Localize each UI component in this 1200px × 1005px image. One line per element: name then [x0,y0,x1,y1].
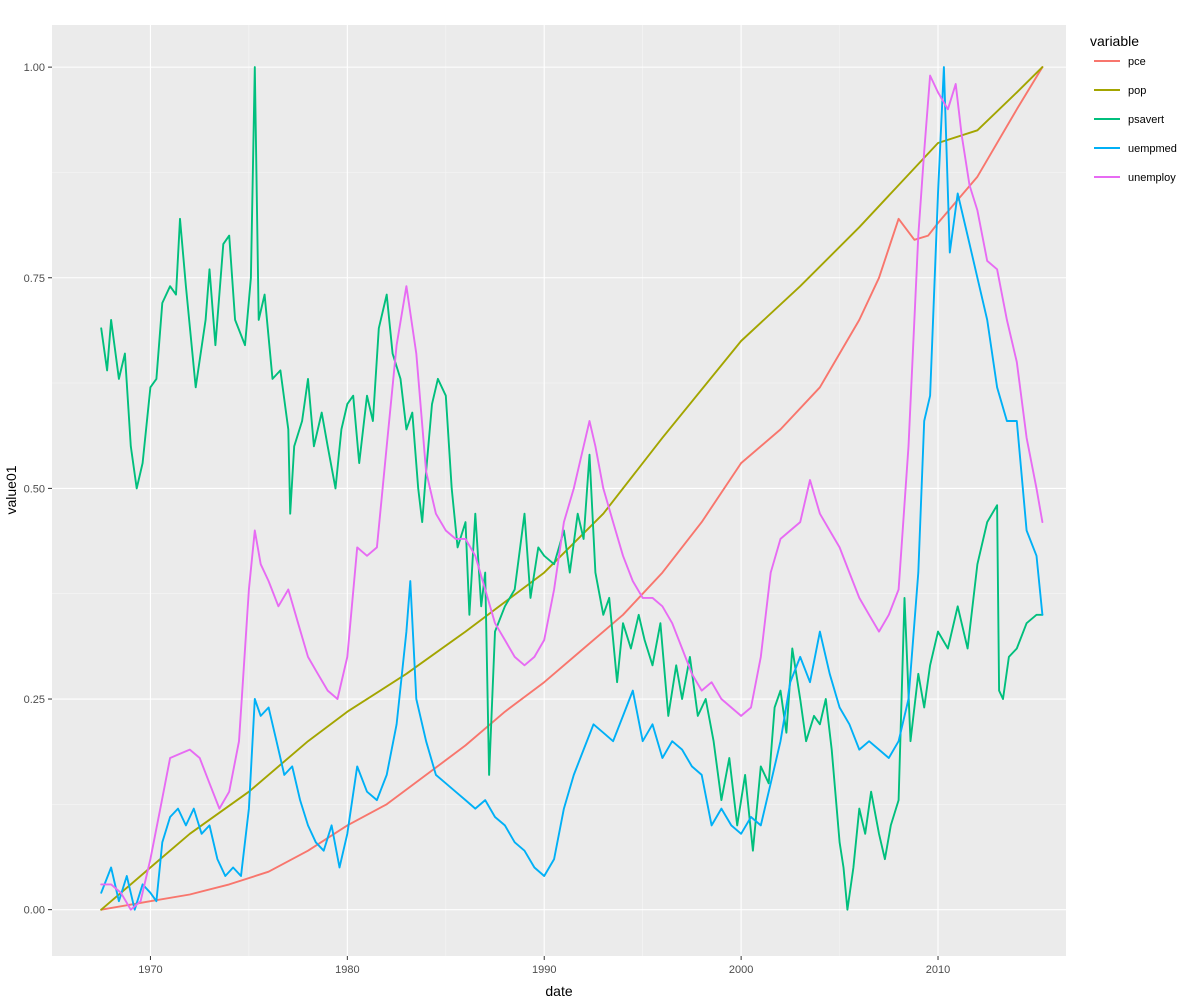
x-tick-label: 1980 [335,964,359,976]
y-axis-title: value01 [3,465,19,514]
legend-items: pce pop psavert uempmed unemploy [1094,56,1177,184]
legend-item-pop: pop [1094,85,1146,97]
x-axis-title: date [545,983,572,999]
legend-label: uempmed [1128,143,1177,155]
series-line-pce [100,66,1044,911]
legend-item-pce: pce [1094,56,1146,68]
legend-item-uempmed: uempmed [1094,143,1177,155]
x-tick-label: 2000 [729,964,753,976]
y-tick-label: 1.00 [24,62,45,74]
y-tick-label: 0.50 [24,483,45,495]
series-lines [100,66,1044,911]
series-line-psavert [100,66,1044,911]
legend-item-unemploy: unemploy [1094,172,1176,184]
x-tick-label: 2010 [926,964,950,976]
legend: variable pce pop psavert uempmed unemploy [1090,33,1177,184]
legend-label: unemploy [1128,172,1176,184]
series-line-unemploy [100,74,1044,911]
legend-label: pop [1128,85,1146,97]
legend-label: psavert [1128,114,1164,126]
y-tick-label: 0.75 [24,273,45,285]
legend-label: pce [1128,56,1146,68]
x-tick-label: 1970 [138,964,162,976]
x-tick-label: 1990 [532,964,556,976]
plot-panel [52,25,1066,956]
y-tick-label: 0.25 [24,694,45,706]
legend-item-psavert: psavert [1094,114,1164,126]
series-line-uempmed [100,66,1044,911]
legend-title: variable [1090,33,1139,49]
axes: 0.00 0.25 0.50 0.75 1.00 1970 1980 1990 2000 2010 [24,62,951,976]
y-tick-label: 0.00 [24,905,45,917]
